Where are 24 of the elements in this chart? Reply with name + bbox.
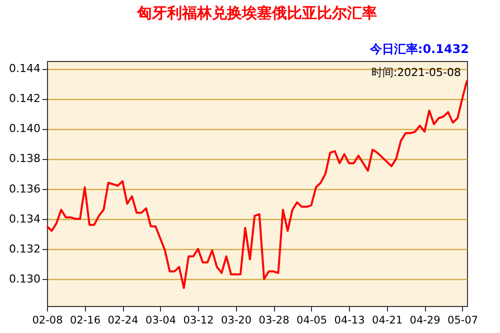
text: 今日汇率:0.1432: [368, 42, 469, 56]
x-tick-label: 02-24: [108, 314, 139, 326]
x-tick-label: 03-28: [258, 314, 290, 326]
y-tick-label: 0.130: [9, 272, 40, 286]
y-tick-label: 0.136: [9, 182, 40, 196]
x-tick-label: 03-04: [146, 314, 176, 326]
x-tick-label: 02-08: [32, 314, 63, 326]
x-tick-label: 03-12: [183, 314, 214, 326]
y-tick-label: 0.138: [9, 152, 40, 166]
y-tick-label: 0.142: [9, 92, 40, 106]
y-tick-label: 0.134: [9, 212, 40, 226]
x-tick-label: 04-29: [410, 314, 440, 326]
y-tick-label: 0.144: [9, 62, 40, 76]
y-tick-label: 0.140: [9, 122, 40, 136]
x-tick-label: 05-07: [448, 314, 478, 326]
x-tick-label: 02-16: [70, 314, 101, 326]
chart-title: 匈牙利福林兑换埃塞俄比亚比尔汇率: [136, 4, 377, 22]
annotation: 时间:2021-05-08: [371, 66, 461, 79]
x-tick-label: 03-20: [221, 314, 252, 326]
x-tick-label: 04-21: [372, 314, 403, 326]
x-tick-label: 04-13: [334, 314, 365, 326]
x-tick-label: 04-05: [296, 314, 328, 326]
y-tick-label: 0.132: [9, 242, 40, 256]
line-series: [46, 80, 468, 289]
